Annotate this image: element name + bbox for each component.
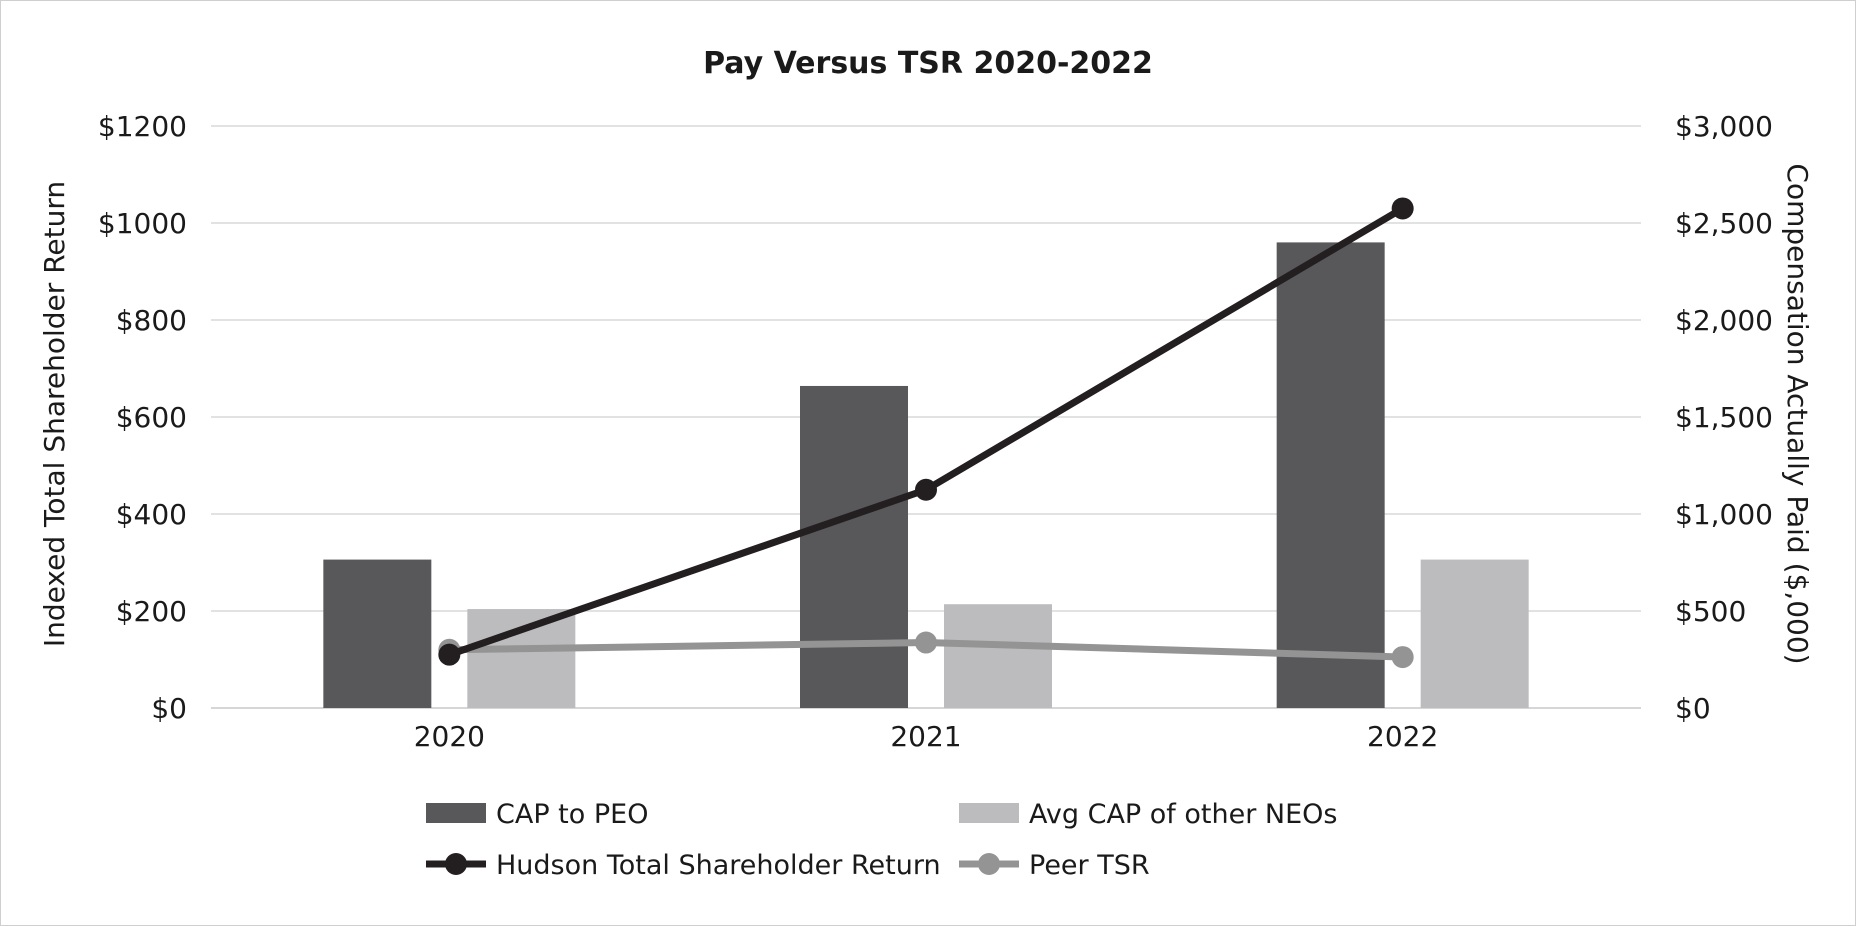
x-tick-label: 2021 (890, 720, 961, 753)
y-tick-label-left: $1200 (98, 110, 187, 143)
line-hudson-tsr (448, 205, 1405, 658)
y-axis-label-left: Indexed Total Shareholder Return (38, 181, 71, 647)
bar-cap-to-peo (800, 385, 908, 708)
legend-label-avg-cap-neos: Avg CAP of other NEOs (1029, 799, 1337, 830)
point-hudson-tsr (1391, 197, 1414, 220)
y-tick-label-right: $1,500 (1675, 401, 1773, 434)
y-tick-label-left: $800 (116, 304, 187, 337)
x-tick-label: 2020 (414, 720, 485, 753)
y-tick-label-left: $600 (116, 401, 187, 434)
legend-swatch-cap-to-peo (426, 803, 486, 823)
bar-avg-cap-neos (1420, 559, 1529, 708)
bars (323, 242, 1529, 708)
point-hudson-tsr (915, 478, 937, 501)
point-hudson-tsr (438, 643, 461, 666)
legend-marker-hudson-tsr (445, 853, 467, 875)
y-tick-label-left: $400 (116, 498, 187, 531)
bar-cap-to-peo (1276, 242, 1385, 708)
legend: CAP to PEO Avg CAP of other NEOs Hudson To… (426, 799, 1337, 881)
legend-label-hudson-tsr: Hudson Total Shareholder Return (496, 850, 941, 881)
bar-cap-to-peo (323, 559, 432, 708)
axis-ticks: $0 $0 $200 $500 $400 $1,000 $600 $1,500 $800 $2,0… (98, 110, 1773, 753)
y-tick-label-right: $2,500 (1675, 207, 1773, 240)
point-peer-tsr (1391, 646, 1414, 669)
y-tick-label-right: $3,000 (1675, 110, 1773, 143)
y-tick-label-left: $200 (116, 595, 187, 628)
legend-label-cap-to-peo: CAP to PEO (496, 799, 648, 830)
legend-label-peer-tsr: Peer TSR (1029, 850, 1150, 881)
legend-swatch-avg-cap-neos (959, 803, 1019, 823)
legend-marker-peer-tsr (978, 853, 1000, 875)
y-axis-label-right: Compensation Actually Paid ($,000) (1781, 163, 1814, 664)
bar-avg-cap-neos (944, 604, 1052, 708)
y-tick-label-left: $0 (151, 692, 187, 725)
chart-title: Pay Versus TSR 2020-2022 (703, 46, 1153, 81)
y-tick-label-left: $1000 (98, 207, 187, 240)
y-tick-label-right: $2,000 (1675, 304, 1773, 337)
point-peer-tsr (915, 631, 937, 654)
x-tick-label: 2022 (1367, 720, 1438, 753)
gridlines (211, 125, 1641, 709)
bar-avg-cap-neos (467, 609, 576, 708)
y-tick-label-right: $500 (1675, 595, 1746, 628)
y-tick-label-right: $0 (1675, 692, 1711, 725)
lines (438, 197, 1414, 669)
y-tick-label-right: $1,000 (1675, 498, 1773, 531)
